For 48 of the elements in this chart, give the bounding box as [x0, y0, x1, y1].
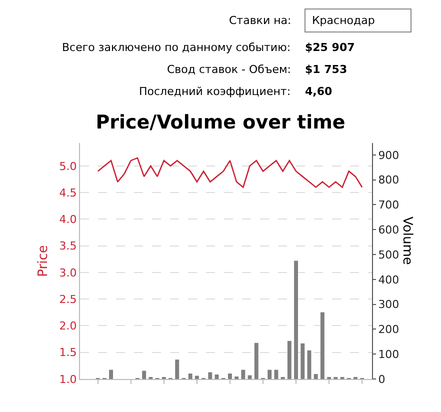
bar [175, 360, 180, 379]
text: Ставки на: [229, 14, 292, 27]
bar [228, 374, 232, 379]
text: 4,60 [305, 85, 332, 98]
y2-tick-label: 900 [378, 148, 400, 162]
bar [241, 370, 246, 379]
text: $1 753 [305, 63, 348, 76]
y-axis-title: Price [36, 245, 52, 277]
y-tick-label: 2.0 [59, 320, 77, 333]
y2-tick-label: 800 [378, 174, 400, 187]
line-series [97, 157, 363, 188]
y2-tick-label: 100 [378, 348, 400, 361]
text: Всего заключено по данному событию: [62, 41, 291, 54]
text: $25 907 [305, 41, 355, 54]
bar [314, 374, 318, 379]
y2-tick-label: 200 [378, 323, 400, 336]
bar [194, 376, 199, 379]
y-tick-label: 5.0 [59, 160, 77, 173]
y2-tick-label: 300 [378, 298, 400, 312]
y-tick-label: 4.5 [59, 186, 77, 200]
text: Последний коэффициент: [139, 85, 291, 98]
y2-tick-label: 0 [378, 372, 386, 386]
y2-tick-label: 400 [378, 273, 400, 286]
y2-tick-label: 500 [378, 248, 400, 262]
bar [208, 372, 212, 379]
chart-title: Price/Volume over time [96, 112, 346, 134]
y-tick-label: 4.0 [59, 213, 77, 226]
bar [109, 370, 114, 379]
bar [248, 375, 252, 379]
y-tick-label: 1.5 [59, 346, 77, 360]
y-tick-label: 1.0 [59, 372, 77, 386]
bar [268, 370, 272, 379]
y-tick-label: 3.0 [59, 266, 77, 280]
text: Краснодар [312, 14, 375, 27]
bar [287, 340, 292, 379]
y-tick-label: 3.5 [59, 240, 77, 253]
bar [274, 370, 278, 379]
bar [320, 312, 324, 379]
bar [142, 370, 146, 379]
y2-tick-label: 600 [378, 223, 400, 236]
bar [188, 374, 192, 379]
y2-tick-label: 700 [378, 198, 400, 212]
bar [254, 342, 258, 379]
bar [300, 343, 305, 379]
y2-axis-title: Volume [400, 216, 414, 265]
bar [294, 260, 298, 379]
text: Свод ставок - Объем: [167, 63, 291, 76]
y-tick-label: 2.5 [59, 292, 77, 306]
